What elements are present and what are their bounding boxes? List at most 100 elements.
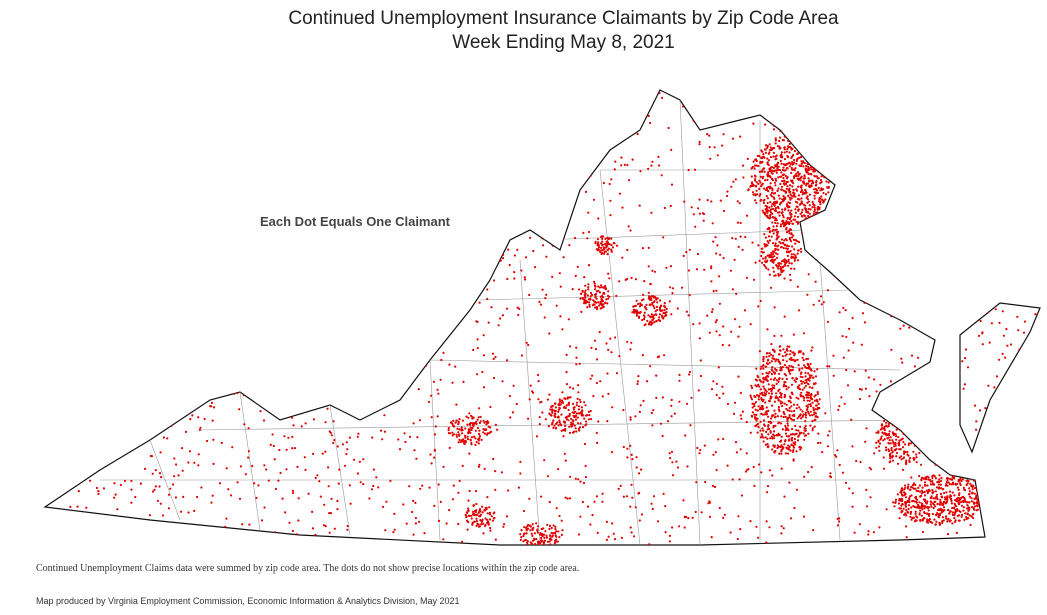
dot	[135, 144, 138, 147]
dot	[788, 414, 791, 417]
dot	[427, 318, 430, 321]
dot	[407, 371, 410, 375]
dot	[799, 164, 803, 168]
dot	[184, 187, 187, 190]
dot	[783, 260, 786, 263]
dot	[768, 469, 772, 472]
dot	[999, 254, 1002, 257]
dot	[904, 547, 906, 549]
dot	[779, 422, 783, 425]
dot	[938, 513, 941, 516]
dot	[76, 335, 79, 339]
dot	[808, 98, 811, 101]
dot	[930, 90, 933, 92]
dot	[820, 188, 823, 192]
dot	[416, 436, 419, 439]
dot	[670, 404, 673, 407]
dot	[793, 433, 796, 436]
dot	[601, 492, 604, 495]
dot	[926, 521, 930, 524]
dot	[645, 86, 647, 88]
dot	[811, 427, 814, 430]
dot	[545, 255, 548, 258]
dot	[499, 259, 502, 262]
dot	[476, 320, 479, 323]
dot	[958, 249, 961, 252]
dot	[806, 211, 810, 214]
dot	[902, 324, 905, 327]
dot	[49, 184, 52, 187]
dot	[503, 523, 506, 526]
dot	[1012, 299, 1015, 302]
dot	[145, 334, 148, 337]
dot	[809, 410, 812, 413]
dot	[597, 301, 600, 304]
dot	[698, 337, 701, 340]
dot	[811, 429, 814, 432]
dot	[111, 95, 115, 98]
dot	[68, 325, 71, 328]
dot	[765, 406, 768, 409]
dot	[350, 329, 353, 332]
dot	[914, 497, 918, 500]
dot	[945, 481, 949, 484]
dot	[605, 98, 608, 101]
dot	[799, 425, 802, 428]
dot	[881, 302, 885, 305]
dot	[820, 187, 823, 190]
dot	[864, 107, 868, 110]
dot	[1008, 235, 1011, 238]
dot	[906, 450, 909, 454]
dot	[214, 289, 217, 292]
dot	[401, 306, 404, 309]
dot	[703, 268, 706, 271]
dot	[889, 455, 892, 458]
dot	[643, 280, 646, 283]
dot	[770, 211, 773, 214]
dot	[561, 529, 564, 532]
dot	[303, 268, 306, 271]
dot	[640, 513, 644, 516]
dot	[173, 193, 177, 196]
dot	[653, 546, 655, 548]
dot	[814, 375, 818, 378]
dot	[800, 417, 803, 420]
dot	[757, 395, 760, 398]
dot	[800, 382, 803, 385]
dot	[863, 321, 867, 324]
dot	[1005, 544, 1008, 545]
dot	[141, 371, 144, 374]
dot	[1002, 503, 1005, 506]
dot	[308, 303, 312, 306]
dot	[180, 510, 183, 513]
dot	[927, 513, 931, 516]
dot	[729, 531, 732, 534]
dot	[227, 488, 230, 491]
dot	[761, 182, 764, 185]
dot	[791, 358, 794, 361]
dot	[807, 412, 810, 415]
dot	[245, 357, 248, 360]
dot	[904, 419, 908, 422]
dot	[574, 141, 578, 145]
dot	[130, 428, 133, 431]
dot	[238, 408, 241, 411]
dot	[807, 273, 810, 276]
dot	[885, 252, 888, 255]
dot	[924, 484, 927, 487]
dot	[827, 181, 830, 184]
dot	[469, 190, 472, 193]
dot	[356, 255, 360, 258]
dot	[802, 515, 806, 518]
dot	[109, 147, 112, 150]
dot	[1030, 347, 1034, 350]
dot	[813, 395, 816, 398]
dot	[807, 165, 810, 168]
dot	[939, 109, 943, 112]
dot	[211, 419, 214, 422]
dot	[411, 510, 414, 514]
dot	[795, 488, 799, 491]
dot	[964, 348, 968, 351]
dot	[906, 453, 909, 456]
dot	[771, 549, 773, 551]
